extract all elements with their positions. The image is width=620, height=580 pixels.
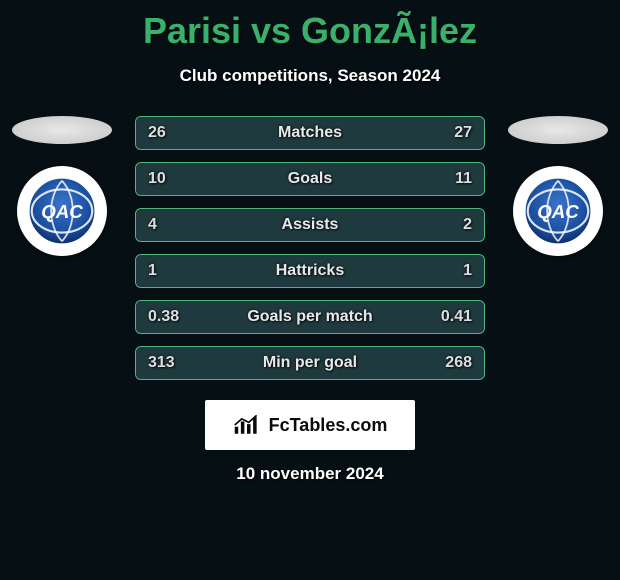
stat-value-right: 27: [414, 124, 484, 142]
player-left-column: QAC: [7, 116, 117, 256]
brand-text: FcTables.com: [269, 415, 388, 436]
club-crest-icon: QAC: [522, 175, 594, 247]
stat-value-left: 0.38: [136, 308, 206, 326]
stat-value-left: 4: [136, 216, 206, 234]
stat-value-right: 11: [414, 170, 484, 188]
bar-chart-icon: [233, 414, 261, 436]
club-crest-icon: QAC: [26, 175, 98, 247]
stat-value-left: 10: [136, 170, 206, 188]
player-right-column: QAC: [503, 116, 613, 256]
stat-row: 313Min per goal268: [135, 346, 485, 380]
player-right-crest: QAC: [513, 166, 603, 256]
stat-value-left: 1: [136, 262, 206, 280]
stat-label: Hattricks: [206, 262, 414, 280]
player-left-silhouette: [12, 116, 112, 144]
player-left-crest: QAC: [17, 166, 107, 256]
stat-value-right: 2: [414, 216, 484, 234]
stat-label: Goals per match: [206, 308, 414, 326]
stat-label: Assists: [206, 216, 414, 234]
page-title: Parisi vs GonzÃ¡lez: [0, 0, 620, 52]
stat-value-right: 0.41: [414, 308, 484, 326]
stats-table: 26Matches2710Goals114Assists21Hattricks1…: [135, 116, 485, 380]
player-right-silhouette: [508, 116, 608, 144]
stat-value-right: 1: [414, 262, 484, 280]
stat-value-left: 313: [136, 354, 206, 372]
stat-row: 0.38Goals per match0.41: [135, 300, 485, 334]
stat-row: 10Goals11: [135, 162, 485, 196]
stat-label: Goals: [206, 170, 414, 188]
stat-label: Min per goal: [206, 354, 414, 372]
stat-row: 4Assists2: [135, 208, 485, 242]
comparison-content: QAC 26Matches2710Goals114Assists21Hattri…: [0, 116, 620, 380]
page-subtitle: Club competitions, Season 2024: [0, 66, 620, 86]
crest-text: QAC: [41, 201, 83, 222]
stat-value-left: 26: [136, 124, 206, 142]
stat-row: 1Hattricks1: [135, 254, 485, 288]
crest-text: QAC: [537, 201, 579, 222]
stat-value-right: 268: [414, 354, 484, 372]
stat-row: 26Matches27: [135, 116, 485, 150]
brand-badge: FcTables.com: [205, 400, 415, 450]
stat-label: Matches: [206, 124, 414, 142]
footer-date: 10 november 2024: [0, 464, 620, 484]
